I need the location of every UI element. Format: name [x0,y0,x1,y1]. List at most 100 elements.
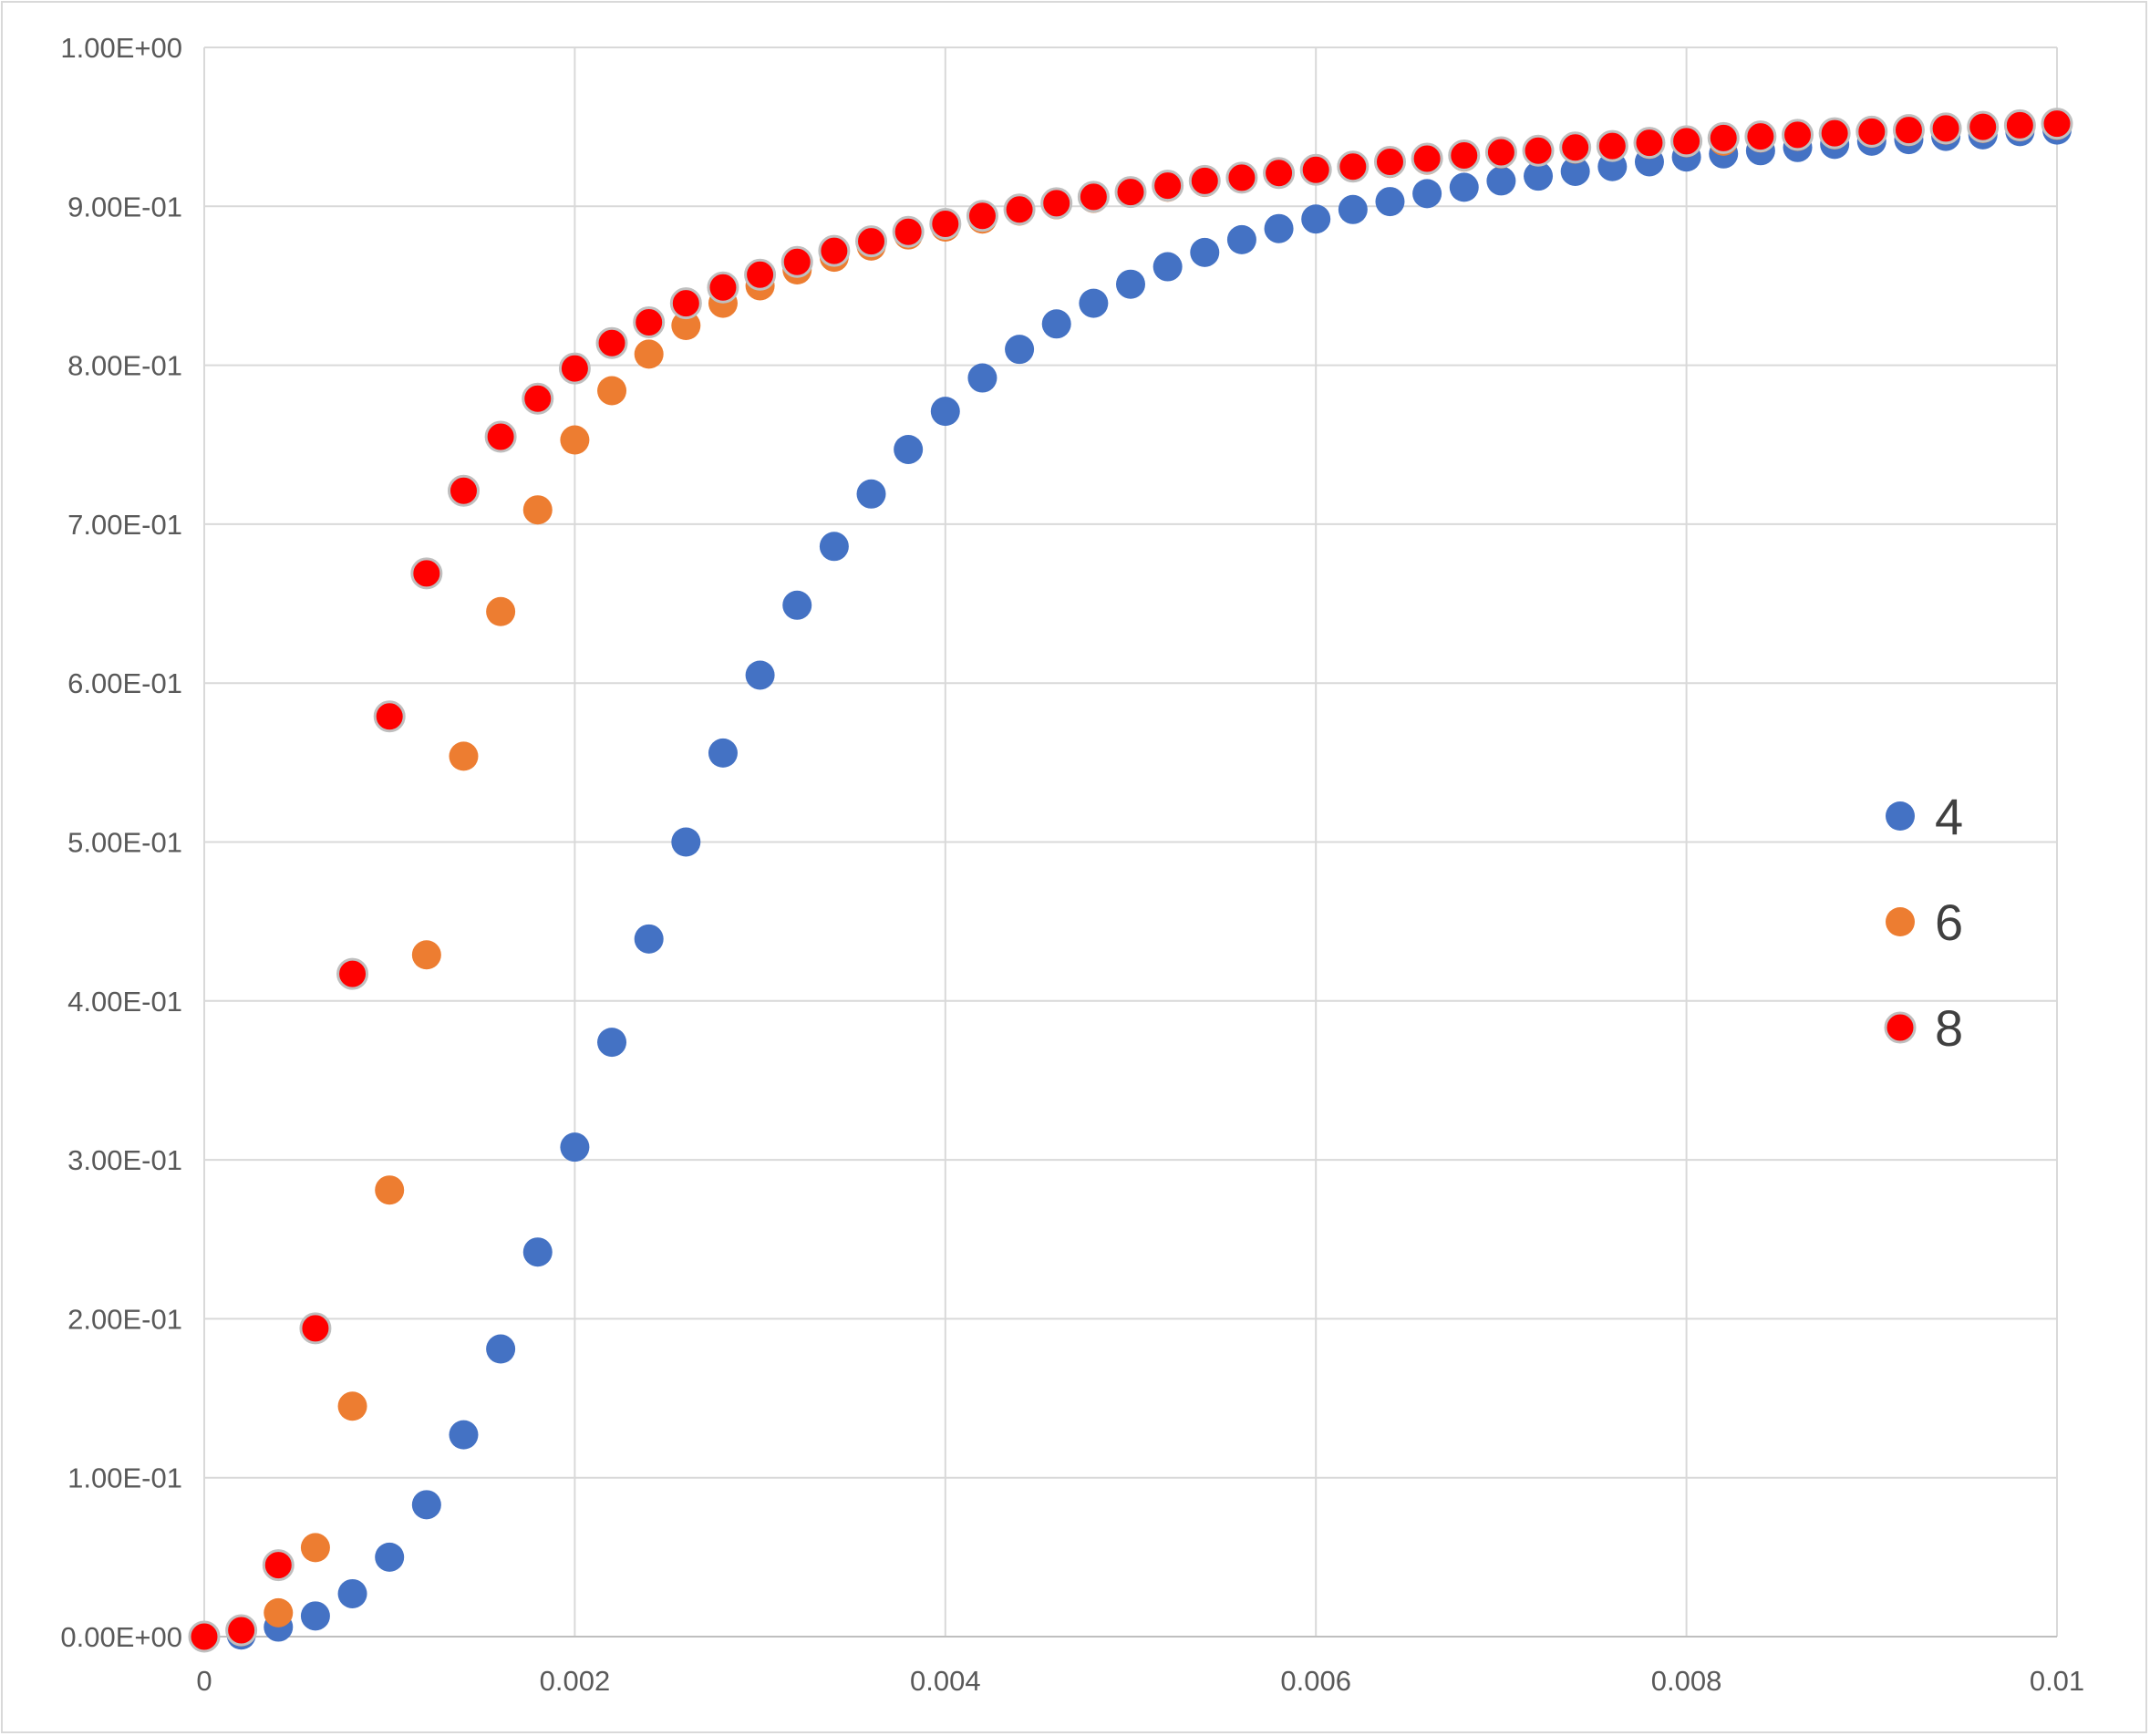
data-point [484,420,517,453]
data-point [262,1549,295,1582]
y-tick-label: 2.00E-01 [67,1303,182,1335]
data-point [818,234,851,267]
data-point [1707,121,1740,154]
data-point [671,311,701,341]
x-tick-label: 0.006 [1280,1665,1351,1697]
data-point [745,660,775,690]
data-point [486,596,516,626]
y-tick-label: 1.00E-01 [67,1462,182,1494]
data-point [1190,237,1220,267]
x-axis-tick-labels: 0 0.002 0.004 0.006 0.008 0.01 [196,1665,2084,1697]
legend-label: 6 [1935,894,1963,951]
data-point [1114,176,1147,209]
data-point [522,382,554,415]
data-point [597,1028,627,1058]
series-4-points [190,115,2072,1651]
y-tick-label: 8.00E-01 [67,350,182,382]
y-tick-label: 9.00E-01 [67,191,182,222]
data-point [1079,288,1109,318]
x-tick-label: 0.004 [910,1665,981,1697]
y-tick-label: 6.00E-01 [67,667,182,699]
data-point [669,287,702,320]
y-tick-label: 1.00E+00 [60,32,182,64]
data-point [1559,131,1592,164]
data-point [1152,170,1184,202]
data-point [894,434,924,464]
data-point [595,326,628,359]
data-point [1375,187,1405,217]
data-point [1301,204,1331,234]
legend-marker [1886,801,1915,831]
x-tick-label: 0.008 [1651,1665,1722,1697]
data-point [780,245,813,278]
data-point [1486,166,1516,196]
data-point [597,376,627,406]
data-point [671,827,701,857]
data-point [1744,120,1777,153]
data-point [1003,193,1036,226]
data-point [633,306,666,339]
data-point [1373,145,1406,178]
data-point [300,1601,330,1631]
y-tick-label: 3.00E-01 [67,1144,182,1176]
legend-marker [1884,1011,1917,1044]
gridlines [203,46,2058,1638]
data-point [1005,335,1035,365]
data-point [634,339,664,369]
data-point [1411,142,1443,175]
data-point [449,1420,479,1450]
data-point [1077,181,1110,213]
legend-item-6: 6 [1886,894,1963,951]
data-point [188,1620,221,1653]
legend: 4 6 8 [1884,788,1963,1057]
legend-item-8: 8 [1884,999,1963,1057]
data-point [1264,213,1294,243]
data-point [819,532,849,562]
data-point [1299,153,1332,186]
data-point [1560,156,1590,186]
legend-label: 8 [1935,999,1963,1057]
data-point [707,271,739,304]
data-point [336,957,369,990]
x-tick-label: 0.01 [2030,1665,2084,1697]
data-point [708,738,738,768]
data-point [1448,140,1481,172]
data-point [300,1533,330,1563]
data-point [855,225,888,258]
data-point [2003,108,2036,141]
data-point [447,474,480,507]
data-point [411,1490,441,1520]
data-point [225,1614,258,1647]
data-point [1967,110,2000,143]
y-tick-label: 0.00E+00 [60,1621,182,1653]
data-point [558,352,591,385]
legend-item-4: 4 [1886,788,1963,845]
data-point [1040,187,1073,220]
data-point [1855,115,1888,148]
data-point [411,940,441,970]
scatter-chart: 0.00E+00 1.00E-01 2.00E-01 3.00E-01 4.00E-01… [60,32,2084,1697]
data-point [967,363,997,393]
y-axis-tick-labels: 0.00E+00 1.00E-01 2.00E-01 3.00E-01 4.00E-01… [60,32,182,1653]
data-point [744,258,777,291]
data-point [337,1578,367,1608]
data-point [560,1132,590,1162]
data-point [782,590,812,620]
data-point [375,1542,405,1572]
data-point [1782,119,1814,151]
data-point [1188,164,1221,197]
x-tick-label: 0.002 [540,1665,611,1697]
data-point [522,1237,553,1267]
data-point [1153,252,1183,282]
data-points [188,108,2073,1653]
data-point [1929,112,1962,145]
data-point [1484,136,1517,169]
data-point [892,215,925,248]
data-point [2041,108,2073,140]
data-point [299,1312,332,1345]
data-point [1412,179,1442,209]
data-point [560,425,590,455]
data-point [1892,114,1925,147]
x-tick-label: 0 [196,1665,212,1697]
